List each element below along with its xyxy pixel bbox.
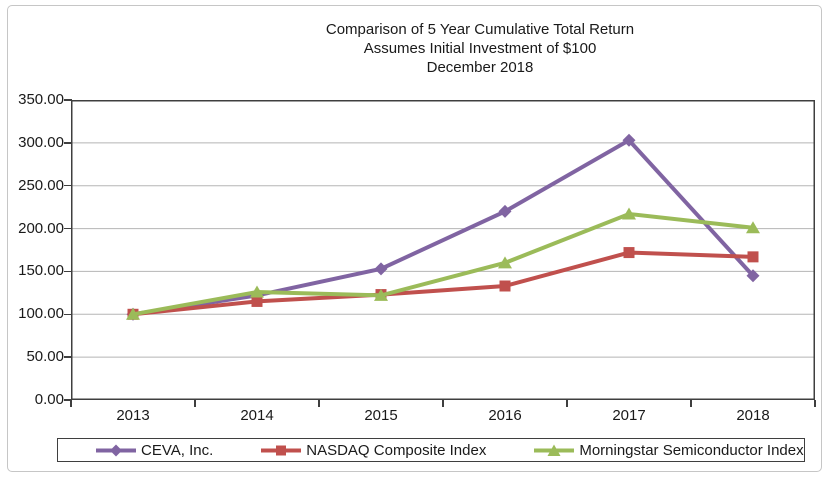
x-axis-tick (566, 400, 568, 407)
y-axis-tick (64, 227, 72, 230)
x-axis-tick (194, 400, 196, 407)
x-axis-tick (442, 400, 444, 407)
legend-marker-triangle-icon (534, 444, 575, 456)
legend-item-0: CEVA, Inc. (96, 442, 213, 459)
data-point-triangle (126, 307, 140, 320)
data-point-diamond (746, 269, 760, 283)
data-point-square (499, 280, 511, 292)
legend-label: Morningstar Semiconductor Index (579, 441, 804, 459)
legend: CEVA, Inc. NASDAQ Composite Index Mornings… (57, 438, 805, 462)
x-axis-label: 2014 (240, 407, 274, 424)
series-line-0 (132, 137, 755, 317)
x-axis-label: 2018 (736, 407, 770, 424)
y-axis-label: 150.00 (18, 262, 64, 280)
data-point-square (623, 247, 635, 259)
data-point-diamond (498, 204, 512, 218)
y-axis-label: 250.00 (18, 176, 64, 194)
y-axis-tick (64, 184, 72, 187)
y-axis-label: 350.00 (18, 91, 64, 108)
x-axis-tick (814, 400, 816, 407)
plot-border (71, 100, 815, 400)
data-point-triangle (374, 288, 388, 301)
data-point-triangle (498, 256, 512, 269)
y-axis-tick (64, 142, 72, 144)
chart-frame (7, 5, 822, 472)
legend-item-1: NASDAQ Composite Index (261, 442, 486, 459)
series-line-2 (132, 211, 754, 317)
y-axis-label: 0.00 (34, 391, 64, 408)
title-line-1: Comparison of 5 Year Cumulative Total Re… (325, 21, 635, 38)
x-axis-label: 2016 (488, 407, 522, 424)
legend-label: CEVA, Inc. (141, 441, 214, 459)
x-axis-tick (690, 400, 692, 407)
plot-area (71, 100, 815, 400)
data-point-triangle (746, 221, 760, 234)
legend-label: NASDAQ Composite Index (306, 441, 487, 459)
x-axis-label: 2013 (116, 407, 150, 424)
title-line-2: Assumes Initial Investment of $100 (363, 40, 597, 57)
y-axis-tick (64, 356, 72, 358)
data-point-triangle (250, 285, 264, 298)
data-point-square (747, 251, 759, 263)
y-axis-label: 200.00 (18, 219, 64, 237)
y-axis-tick (64, 99, 72, 101)
y-axis-label: 50.00 (26, 348, 64, 366)
x-axis-tick (318, 400, 320, 407)
legend-marker-square-icon (261, 445, 302, 455)
x-axis-label: 2017 (612, 407, 646, 424)
legend-marker-diamond-icon (96, 444, 136, 456)
chart-title: Comparison of 5 Year Cumulative Total Re… (156, 20, 804, 77)
y-axis-tick (64, 399, 72, 401)
legend-item-2: Morningstar Semiconductor Index (534, 441, 804, 459)
y-axis-tick (64, 313, 72, 316)
data-point-square (251, 295, 263, 307)
data-point-triangle (622, 207, 636, 220)
y-axis-label: 100.00 (18, 305, 64, 323)
data-point-diamond (622, 133, 636, 147)
y-axis-tick (64, 270, 72, 273)
title-line-3: December 2018 (426, 59, 534, 76)
x-axis-label: 2015 (364, 407, 398, 424)
series-line-1 (132, 250, 754, 317)
data-point-diamond (374, 262, 388, 276)
y-axis-label: 300.00 (18, 133, 64, 151)
x-axis-tick (70, 400, 72, 407)
